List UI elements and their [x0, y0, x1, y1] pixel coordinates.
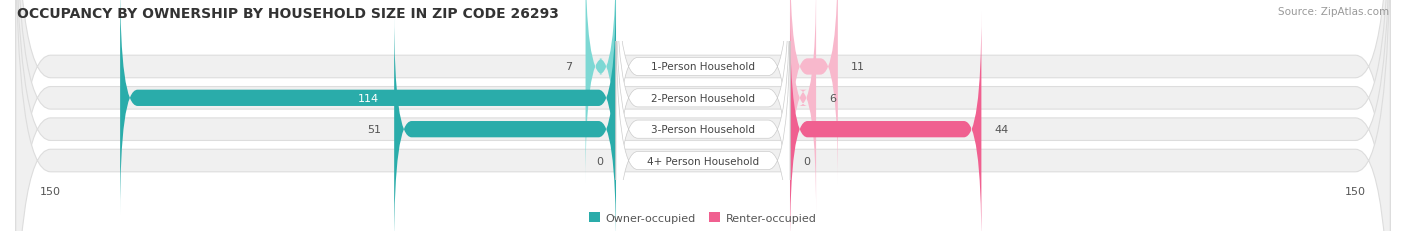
Text: OCCUPANCY BY OWNERSHIP BY HOUSEHOLD SIZE IN ZIP CODE 26293: OCCUPANCY BY OWNERSHIP BY HOUSEHOLD SIZE… [17, 7, 558, 21]
Text: 7: 7 [565, 62, 572, 72]
FancyBboxPatch shape [15, 0, 1391, 231]
Text: 114: 114 [357, 93, 378, 103]
FancyBboxPatch shape [120, 0, 616, 215]
FancyBboxPatch shape [616, 0, 790, 214]
Text: 0: 0 [596, 156, 603, 166]
FancyBboxPatch shape [15, 0, 1391, 231]
FancyBboxPatch shape [790, 0, 815, 215]
FancyBboxPatch shape [616, 0, 790, 231]
Text: 1-Person Household: 1-Person Household [651, 62, 755, 72]
Text: 6: 6 [830, 93, 837, 103]
Text: 51: 51 [367, 125, 381, 135]
FancyBboxPatch shape [616, 14, 790, 231]
FancyBboxPatch shape [790, 0, 838, 184]
FancyBboxPatch shape [616, 0, 790, 231]
Text: 11: 11 [851, 62, 865, 72]
FancyBboxPatch shape [15, 0, 1391, 231]
FancyBboxPatch shape [394, 13, 616, 231]
Text: 4+ Person Household: 4+ Person Household [647, 156, 759, 166]
Text: Source: ZipAtlas.com: Source: ZipAtlas.com [1278, 7, 1389, 17]
Legend: Owner-occupied, Renter-occupied: Owner-occupied, Renter-occupied [585, 208, 821, 227]
FancyBboxPatch shape [790, 13, 981, 231]
Text: 0: 0 [803, 156, 810, 166]
Text: 2-Person Household: 2-Person Household [651, 93, 755, 103]
FancyBboxPatch shape [585, 0, 616, 184]
FancyBboxPatch shape [15, 0, 1391, 231]
Text: 3-Person Household: 3-Person Household [651, 125, 755, 135]
Text: 44: 44 [994, 125, 1008, 135]
